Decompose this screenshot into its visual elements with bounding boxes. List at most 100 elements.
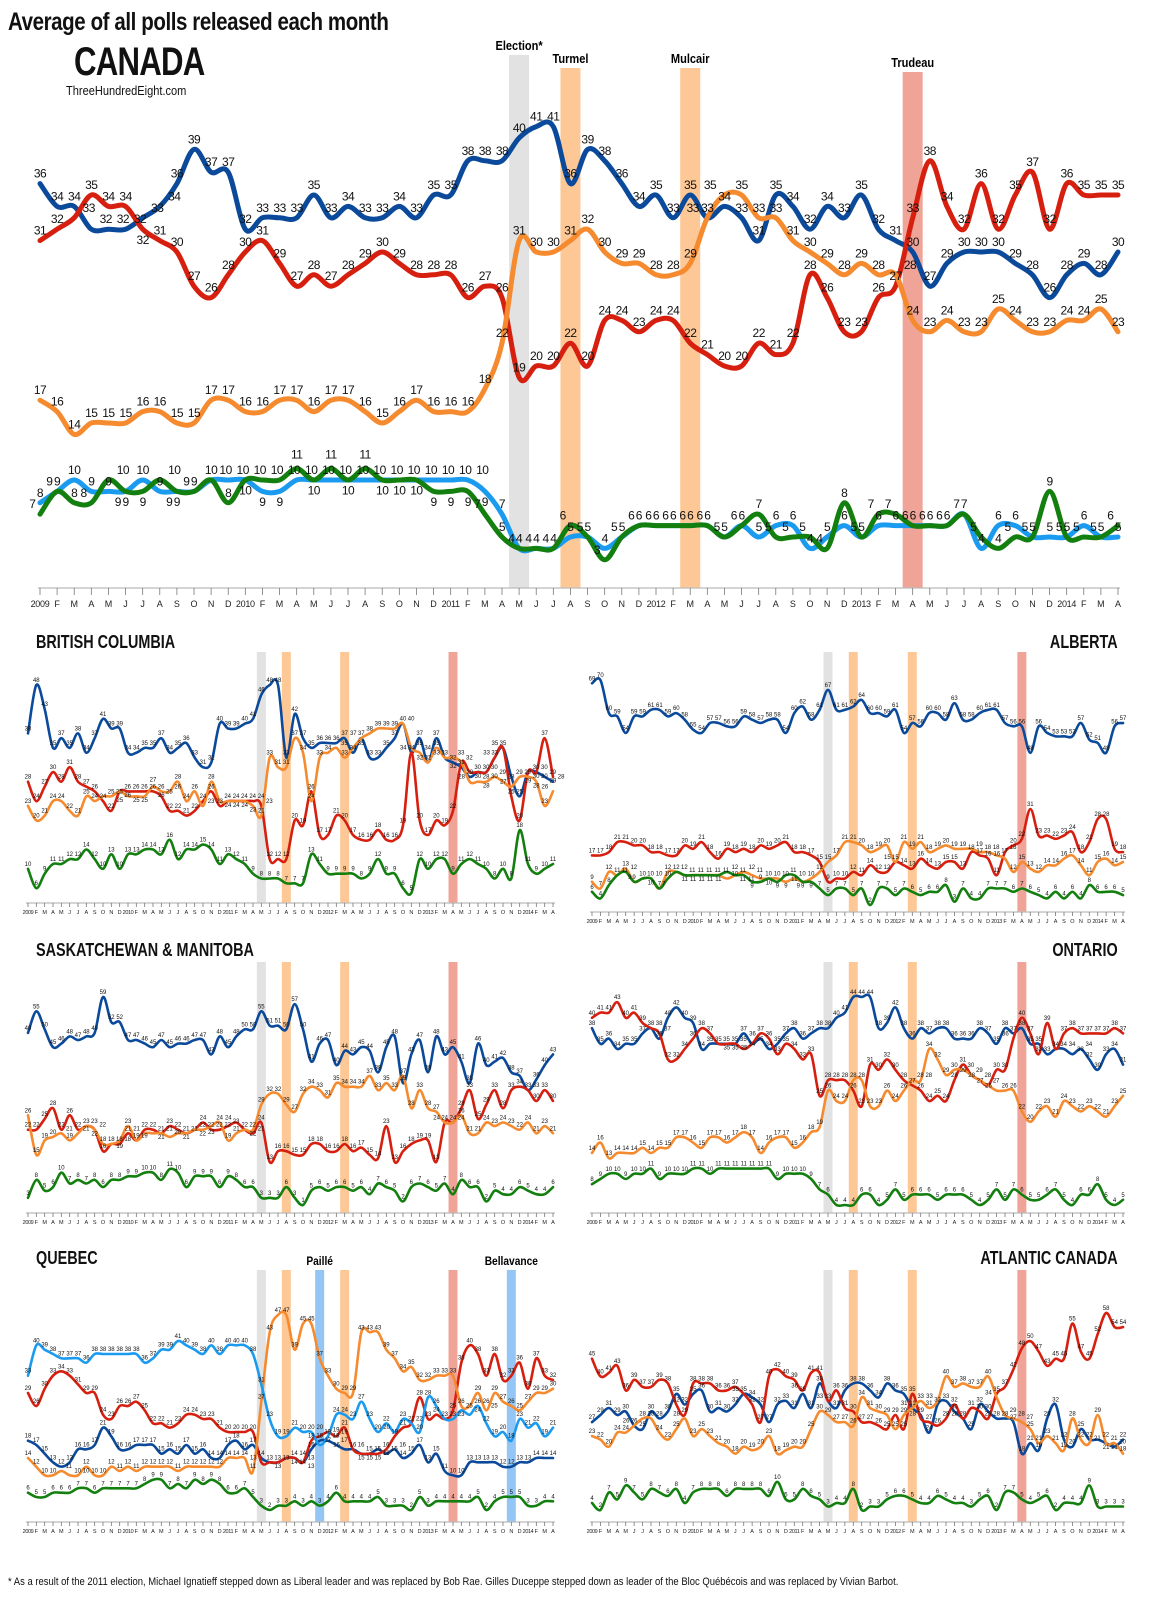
- series-1-point-label: 14: [299, 1451, 306, 1457]
- series-4-point-label: 23: [266, 1412, 273, 1418]
- series-2-point-label: 31: [34, 224, 47, 238]
- series-4-point-label: 4: [852, 1198, 856, 1204]
- x-tick-label: O: [401, 1529, 406, 1535]
- series-5-point-label: 4: [326, 1494, 330, 1500]
- x-tick-label: S: [1062, 1529, 1066, 1535]
- series-4-point-label: 10: [408, 463, 421, 477]
- series-4-point-label: 5: [310, 1184, 314, 1190]
- series-3-point-label: 30: [547, 235, 560, 249]
- series-4-point-label: 13: [108, 847, 115, 853]
- x-tick-label: J: [835, 1529, 838, 1535]
- series-2-point-label: 39: [631, 1373, 638, 1379]
- series-1-point-label: 35: [66, 741, 73, 747]
- x-tick-label: M: [1028, 919, 1033, 925]
- series-4-point-label: 23: [400, 1412, 407, 1418]
- series-2-point-label: 45: [1061, 1352, 1068, 1358]
- series-3-point-label: 45: [300, 1317, 307, 1323]
- x-tick-label: 2013: [423, 1220, 434, 1226]
- series-1-point-label: 25: [968, 1422, 975, 1428]
- series-1-point-label: 38: [462, 144, 475, 158]
- x-tick-label: S: [860, 1529, 864, 1535]
- x-tick-label: 2013: [991, 1220, 1002, 1226]
- series-3-point-label: 23: [589, 1429, 596, 1435]
- series-4-point-label: 5: [885, 1193, 889, 1199]
- x-tick-label: D: [1046, 599, 1053, 609]
- series-2-point-label: 23: [83, 1119, 90, 1125]
- x-tick-label: M: [142, 910, 147, 916]
- series-3-point-label: 21: [75, 809, 82, 815]
- series-2-point-label: 43: [1044, 1359, 1051, 1365]
- series-2-point-label: 22: [241, 1123, 248, 1129]
- series-5-point-label: 5: [577, 520, 584, 534]
- series-1-point-label: 52: [1086, 733, 1093, 739]
- x-tick-label: O: [501, 1220, 506, 1226]
- series-1-point-label: 33: [410, 201, 423, 215]
- series-4-point-label: 8: [717, 1482, 721, 1488]
- series-2-point-label: 47: [1035, 1345, 1042, 1351]
- x-tick-label: M: [59, 1529, 64, 1535]
- series-3-line: [26, 1310, 555, 1478]
- x-tick-label: M: [1028, 1529, 1033, 1535]
- series-2-point-label: 38: [491, 1347, 498, 1353]
- x-tick-label: O: [1070, 919, 1075, 925]
- series-1-point-label: 10: [450, 1468, 457, 1474]
- series-2-point-label: 13: [433, 1155, 440, 1161]
- series-1-point-label: 17: [250, 1438, 257, 1444]
- series-1-point-label: 35: [650, 178, 663, 192]
- series-2-point-label: 30: [171, 235, 184, 249]
- series-2-point-label: 30: [850, 1405, 857, 1411]
- series-3-point-label: 23: [1044, 1429, 1051, 1435]
- series-2-point-label: 41: [631, 1006, 638, 1012]
- series-3-point-label: 21: [133, 1126, 140, 1132]
- series-4-point-label: 6: [51, 1180, 55, 1186]
- series-4-point-label: 11: [707, 877, 714, 883]
- x-tick-label: D: [318, 1220, 322, 1226]
- series-4-point-label: 23: [366, 1412, 373, 1418]
- series-1-point-label: 15: [191, 1447, 198, 1453]
- series-3-point-label: 28: [425, 1101, 432, 1107]
- series-3-point-label: 39: [375, 722, 382, 728]
- series-1-point-label: 56: [917, 719, 924, 725]
- series-3-point-label: 25: [808, 1422, 815, 1428]
- series-2-point-label: 21: [333, 809, 340, 815]
- series-1-point-label: 59: [614, 709, 621, 715]
- series-3-point-label: 37: [391, 1351, 398, 1357]
- series-1-point-label: 28: [1095, 258, 1108, 272]
- series-4-point-label: 4: [807, 531, 814, 545]
- series-1-point-label: 42: [500, 1051, 507, 1057]
- series-3-point-label: 20: [174, 1130, 181, 1136]
- series-5-point-label: 9: [160, 1473, 164, 1479]
- series-5-point-label: 7: [126, 1481, 130, 1487]
- series-4-point-label: 39: [166, 1343, 173, 1349]
- series-1-point-label: 41: [100, 712, 107, 718]
- x-tick-label: S: [961, 1529, 965, 1535]
- series-4-point-label: 4: [599, 891, 603, 897]
- series-1-point-label: 60: [875, 706, 882, 712]
- series-3-point-label: 31: [787, 224, 800, 238]
- series-4-point-label: 4: [516, 531, 523, 545]
- series-5-point-label: 9: [465, 495, 472, 509]
- series-5-point-label: 3: [401, 1499, 405, 1505]
- series-1-point-label: 34: [1069, 1042, 1076, 1048]
- series-2-point-label: 25: [41, 1112, 48, 1118]
- series-4-point-label: 16: [166, 833, 173, 839]
- series-2-point-label: 20: [416, 813, 423, 819]
- event-band: [1017, 652, 1027, 912]
- series-2-point-label: 15: [892, 855, 899, 861]
- series-2-point-label: 13: [391, 1155, 398, 1161]
- series-4-point-label: 4: [978, 891, 982, 897]
- series-4-point-label: 6: [670, 509, 677, 523]
- x-tick-label: S: [1062, 1220, 1066, 1226]
- x-tick-label: S: [961, 919, 965, 925]
- series-5-point-label: 9: [431, 495, 438, 509]
- series-2-point-label: 17: [358, 1141, 365, 1147]
- series-4-point-label: 1: [301, 1198, 305, 1204]
- series-2-point-label: 16: [325, 1144, 332, 1150]
- series-1-point-label: 34: [1052, 1042, 1059, 1048]
- series-2-point-label: 24: [200, 794, 207, 800]
- series-1-point-label: 36: [951, 1032, 958, 1038]
- series-2-point-label: 22: [166, 804, 173, 810]
- series-3-point-label: 14: [614, 1146, 621, 1152]
- series-2-point-label: 21: [191, 1126, 198, 1132]
- series-4-point-label: 38: [91, 1347, 98, 1353]
